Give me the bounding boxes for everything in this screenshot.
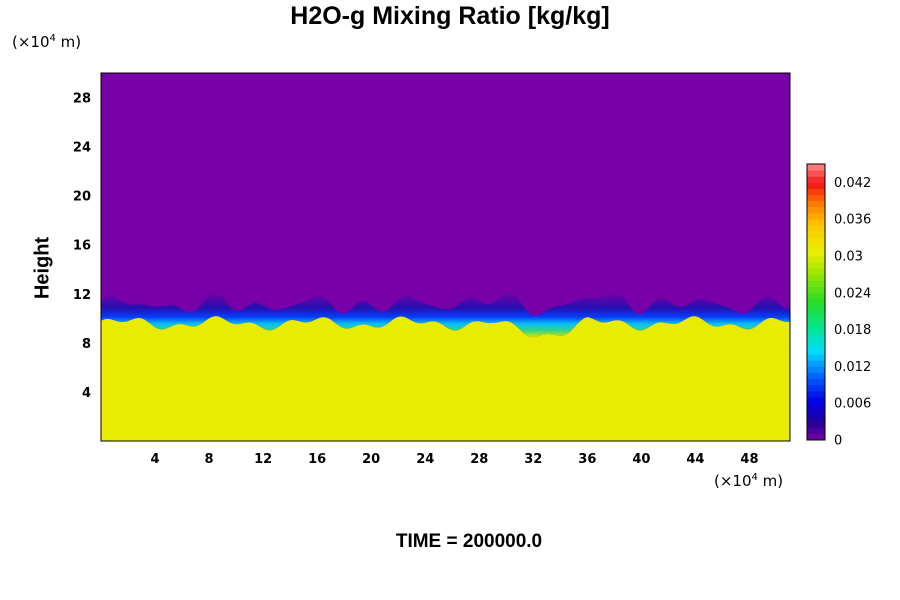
time-label: TIME = 200000.0: [395, 531, 543, 552]
colorbar-segment: [807, 409, 825, 416]
colorbar-segment: [807, 268, 825, 275]
colorbar-segment: [807, 403, 825, 410]
colorbar-segment: [807, 286, 825, 294]
colorbar-segment: [807, 164, 825, 171]
x-tick-label: 28: [470, 452, 488, 467]
x-unit-prefix: (×10: [714, 472, 752, 490]
plot-frame: [100, 72, 791, 442]
colorbar-segment: [807, 341, 825, 349]
colorbar-segment: [807, 182, 825, 189]
colorbar-segment: [807, 335, 825, 343]
x-tick-label: 36: [578, 452, 596, 467]
colorbar-segment: [807, 305, 825, 312]
colorbar-segment: [807, 219, 825, 226]
colorbar-segment: [807, 170, 825, 177]
colorbar-segment: [807, 194, 825, 202]
colorbar-tick-label: 0.042: [834, 176, 871, 191]
colorbar-tick-label: 0.024: [834, 286, 871, 301]
colorbar-tick-label: 0.018: [834, 323, 871, 338]
colorbar-segment: [807, 237, 825, 245]
y-tick-label: 4: [82, 386, 91, 401]
colorbar-segment: [807, 421, 825, 429]
colorbar-tick-label: 0.03: [834, 250, 863, 265]
x-unit-suffix: m): [757, 472, 784, 490]
colorbar-segment: [807, 427, 825, 435]
colorbar-segment: [807, 292, 825, 300]
colorbar-segment: [807, 200, 825, 208]
x-tick-label: 20: [362, 452, 380, 467]
chart-title: H2O-g Mixing Ratio [kg/kg]: [290, 2, 610, 30]
colorbar-tick-label: 0.006: [834, 397, 871, 412]
colorbar-tick-label: 0.036: [834, 213, 871, 228]
colorbar-segment: [807, 243, 825, 251]
colorbar-segment: [807, 262, 825, 269]
x-axis-unit: (×104 m): [714, 472, 783, 490]
x-tick-label: 48: [740, 452, 758, 467]
colorbar-segment: [807, 213, 825, 220]
x-tick-label: 44: [686, 452, 704, 467]
x-tick-label: 4: [151, 452, 160, 467]
moist-layer: [101, 316, 790, 441]
colorbar-segment: [807, 256, 825, 263]
colorbar-segment: [807, 280, 825, 288]
y-tick-label: 8: [82, 337, 91, 352]
y-unit-exponent: 4: [49, 33, 56, 44]
colorbar-frame: [806, 163, 826, 441]
colorbar-segment: [807, 188, 825, 196]
colorbar-segment: [807, 372, 825, 380]
y-tick-label: 12: [73, 288, 91, 303]
y-axis-unit: (×104 m): [12, 33, 81, 51]
x-tick-label: 32: [524, 452, 542, 467]
colorbar-segment: [807, 311, 825, 318]
colorbar-segment: [807, 384, 825, 392]
y-tick-label: 24: [73, 141, 91, 156]
colorbar-segment: [807, 397, 825, 404]
colorbar-segment: [807, 206, 825, 214]
colorbar-segment: [807, 225, 825, 232]
colorbar-segment: [807, 317, 825, 324]
y-unit-suffix: m): [55, 33, 82, 51]
colorbar-tick-label: 0: [834, 434, 842, 449]
colorbar-segment: [807, 274, 825, 281]
colorbar-segment: [807, 176, 825, 183]
colorbar-segment: [807, 348, 825, 355]
x-tick-label: 40: [632, 452, 650, 467]
colorbar-segment: [807, 360, 825, 367]
colorbar-segment: [807, 433, 825, 441]
colorbar-segment: [807, 415, 825, 422]
colorbar-segment: [807, 378, 825, 386]
x-tick-label: 12: [254, 452, 272, 467]
y-unit-prefix: (×10: [12, 33, 50, 51]
x-tick-label: 8: [205, 452, 214, 467]
colorbar-segment: [807, 298, 825, 306]
x-tick-label: 16: [308, 452, 326, 467]
y-tick-label: 28: [73, 92, 91, 107]
y-tick-label: 20: [73, 190, 91, 205]
colorbar-segment: [807, 329, 825, 337]
colorbar-tick-label: 0.012: [834, 360, 871, 375]
x-tick-label: 24: [416, 452, 434, 467]
colorbar-segment: [807, 390, 825, 398]
colorbar-segment: [807, 231, 825, 238]
colorbar-segment: [807, 249, 825, 257]
colorbar-segment: [807, 323, 825, 330]
y-tick-label: 16: [73, 239, 91, 254]
x-unit-exponent: 4: [751, 472, 758, 483]
colorbar-segment: [807, 354, 825, 361]
colorbar-segment: [807, 366, 825, 373]
boundary-layer: [101, 292, 790, 338]
